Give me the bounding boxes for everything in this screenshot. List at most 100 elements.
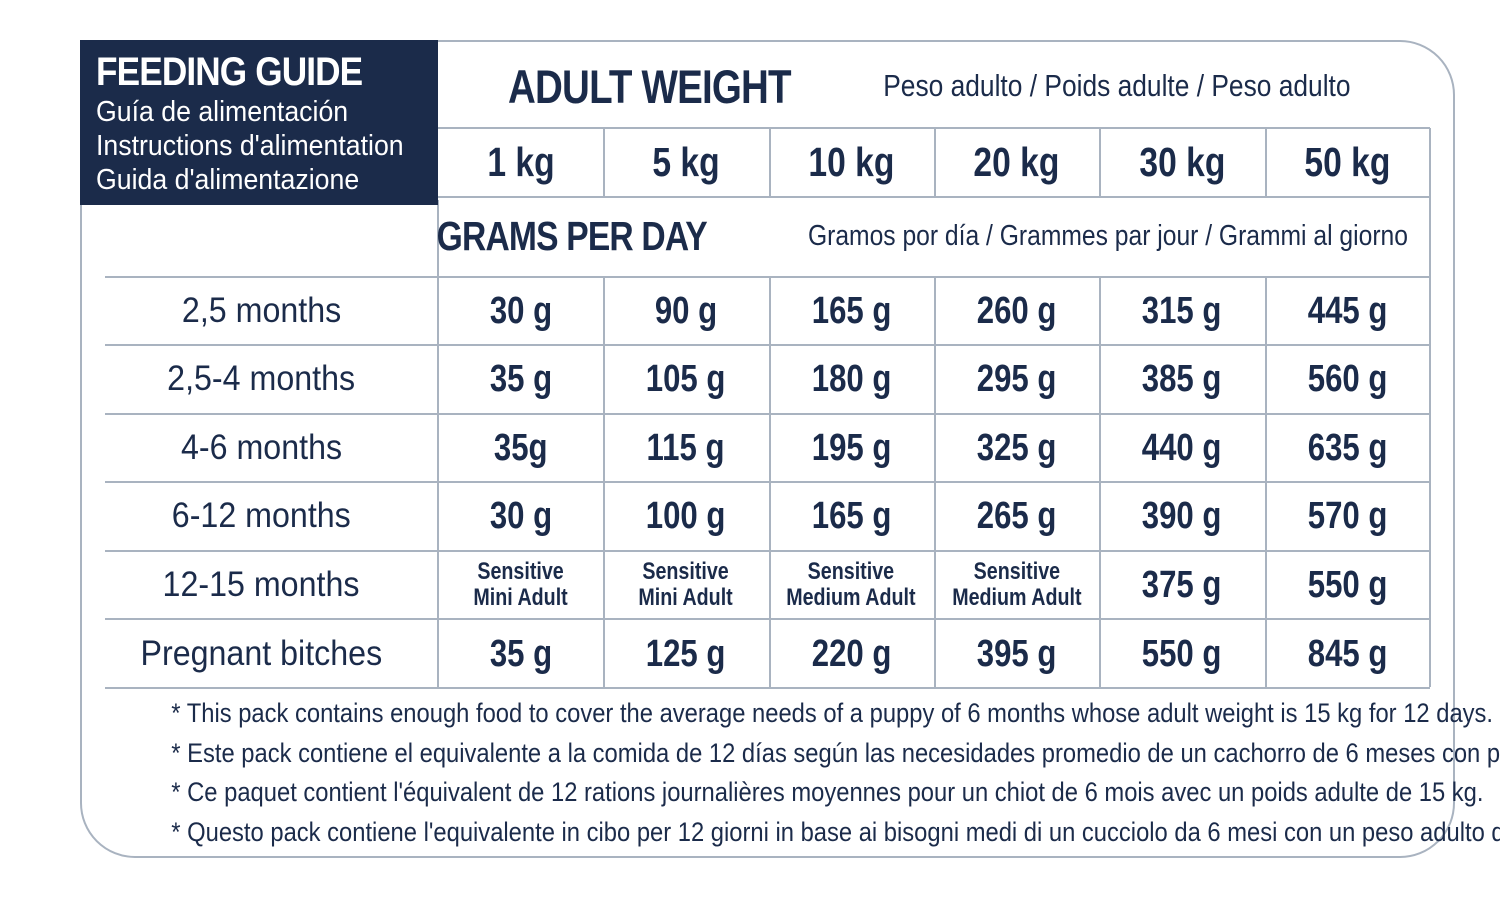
row-label-cell: 12-15 months xyxy=(85,551,438,619)
value-cell: 390 g xyxy=(1099,482,1264,550)
row-label-cell: 2,5 months xyxy=(85,277,438,345)
grid-hline-row4-top xyxy=(105,481,1430,483)
grams-per-day-title: GRAMS PER DAY xyxy=(436,213,708,259)
grid-hline-row2-top xyxy=(105,344,1430,346)
value-cell: 165 g xyxy=(769,482,934,550)
cell-value: 35 g xyxy=(489,357,552,400)
grams-per-day-header: GRAMS PER DAY Gramos por día / Grammes p… xyxy=(436,197,1430,276)
weight-10kg: 10 kg xyxy=(808,139,895,185)
grams-per-day-subtitle: Gramos por día / Grammes par jour / Gram… xyxy=(807,220,1408,252)
cell-value: 550 g xyxy=(1307,563,1388,606)
weight-column-header: 50 kg xyxy=(1265,128,1430,197)
value-cell: 550 g xyxy=(1265,551,1430,619)
value-cell: 220 g xyxy=(769,620,934,688)
row-label: 4-6 months xyxy=(180,428,343,467)
weight-column-header: 5 kg xyxy=(603,128,768,197)
cell-value: 35 g xyxy=(489,632,552,675)
grid-hline-row6-top xyxy=(105,618,1430,620)
cell-value: 445 g xyxy=(1307,289,1388,332)
value-cell: 90 g xyxy=(603,277,768,345)
value-cell: 385 g xyxy=(1099,345,1264,413)
value-cell: Sensitive Medium Adult xyxy=(934,551,1099,619)
grid-hline-under-kg-row xyxy=(438,196,1430,198)
grid-vline-c3-header xyxy=(934,128,936,197)
value-cell: 295 g xyxy=(934,345,1099,413)
cell-value: 570 g xyxy=(1307,494,1388,537)
value-cell: 550 g xyxy=(1099,620,1264,688)
cell-value: 295 g xyxy=(976,357,1057,400)
cell-value: 395 g xyxy=(976,632,1057,675)
adult-weight-header: ADULT WEIGHT Peso adulto / Poids adulte … xyxy=(438,46,1430,126)
grid-hline-row5-top xyxy=(105,550,1430,552)
cell-value: 30 g xyxy=(489,494,552,537)
weight-column-header: 10 kg xyxy=(769,128,934,197)
value-cell: 35g xyxy=(438,414,603,482)
value-cell: 195 g xyxy=(769,414,934,482)
cell-value: 220 g xyxy=(811,632,892,675)
cell-value: Sensitive Medium Adult xyxy=(951,558,1082,611)
grid-hline-row1-top xyxy=(105,276,1430,278)
adult-weight-title: ADULT WEIGHT xyxy=(507,59,792,113)
row-label: 2,5-4 months xyxy=(167,359,356,398)
row-label: 2,5 months xyxy=(181,291,342,330)
value-cell: 315 g xyxy=(1099,277,1264,345)
grid-vline-c1-header xyxy=(603,128,605,197)
cell-value: 325 g xyxy=(976,426,1057,469)
cell-value: 100 g xyxy=(646,494,726,537)
cell-value: 195 g xyxy=(811,426,892,469)
feeding-guide-title-box: FEEDING GUIDE Guía de alimentación Instr… xyxy=(80,40,438,205)
value-cell: 30 g xyxy=(438,482,603,550)
value-cell: 180 g xyxy=(769,345,934,413)
weight-columns-row: 1 kg 5 kg 10 kg 20 kg 30 kg 50 kg xyxy=(438,128,1430,197)
feeding-guide-subtitle-fr: Instructions d'alimentation xyxy=(96,130,404,162)
grid-vline-label-col xyxy=(437,200,439,687)
value-cell: 440 g xyxy=(1099,414,1264,482)
table-row: Pregnant bitches 35 g 125 g 220 g 395 g … xyxy=(85,620,1430,688)
footnote-es: * Este pack contiene el equivalente a la… xyxy=(171,737,1500,768)
footnote-it: * Questo pack contiene l'equivalente in … xyxy=(171,816,1500,847)
table-row: 2,5-4 months 35 g 105 g 180 g 295 g 385 … xyxy=(85,345,1430,413)
weight-column-header: 30 kg xyxy=(1099,128,1264,197)
grid-vline-c4-header xyxy=(1099,128,1101,197)
grid-vline-c2-header xyxy=(769,128,771,197)
feeding-guide-title: FEEDING GUIDE xyxy=(96,50,363,94)
table-row: 6-12 months 30 g 100 g 165 g 265 g 390 g… xyxy=(85,482,1430,550)
value-cell: 265 g xyxy=(934,482,1099,550)
cell-value: 560 g xyxy=(1307,357,1388,400)
adult-weight-subtitle: Peso adulto / Poids adulte / Peso adulto xyxy=(882,68,1351,103)
cell-value: 315 g xyxy=(1142,289,1222,332)
weight-column-header: 1 kg xyxy=(438,128,603,197)
value-cell: 100 g xyxy=(603,482,768,550)
cell-value: 90 g xyxy=(654,289,718,332)
value-cell: 560 g xyxy=(1265,345,1430,413)
grid-vline-c2-body xyxy=(769,276,771,687)
cell-value: 115 g xyxy=(647,426,725,469)
value-cell: 325 g xyxy=(934,414,1099,482)
value-cell: 125 g xyxy=(603,620,768,688)
feeding-guide-subtitle-es: Guía de alimentación xyxy=(96,96,349,128)
footnotes: * This pack contains enough food to cove… xyxy=(90,694,1500,852)
weight-30kg: 30 kg xyxy=(1138,139,1225,185)
weight-1kg: 1 kg xyxy=(487,139,555,185)
value-cell: Sensitive Medium Adult xyxy=(769,551,934,619)
grid-vline-c4-body xyxy=(1099,276,1101,687)
table-row: 12-15 months Sensitive Mini Adult Sensit… xyxy=(85,551,1430,619)
value-cell: 165 g xyxy=(769,277,934,345)
cell-value: 390 g xyxy=(1142,494,1222,537)
grid-vline-c5-body xyxy=(1265,276,1267,687)
row-label-cell: 4-6 months xyxy=(85,414,438,482)
weight-column-header: 20 kg xyxy=(934,128,1099,197)
value-cell: 635 g xyxy=(1265,414,1430,482)
table-row: 4-6 months 35g 115 g 195 g 325 g 440 g 6… xyxy=(85,414,1430,482)
feeding-guide-subtitle-it: Guida d'alimentazione xyxy=(96,164,360,196)
cell-value: 180 g xyxy=(811,357,892,400)
cell-value: 265 g xyxy=(976,494,1057,537)
value-cell: 570 g xyxy=(1265,482,1430,550)
value-cell: 35 g xyxy=(438,620,603,688)
value-cell: 105 g xyxy=(603,345,768,413)
row-label: Pregnant bitches xyxy=(140,634,383,673)
value-cell: 845 g xyxy=(1265,620,1430,688)
value-cell: 35 g xyxy=(438,345,603,413)
cell-value: 165 g xyxy=(811,289,892,332)
